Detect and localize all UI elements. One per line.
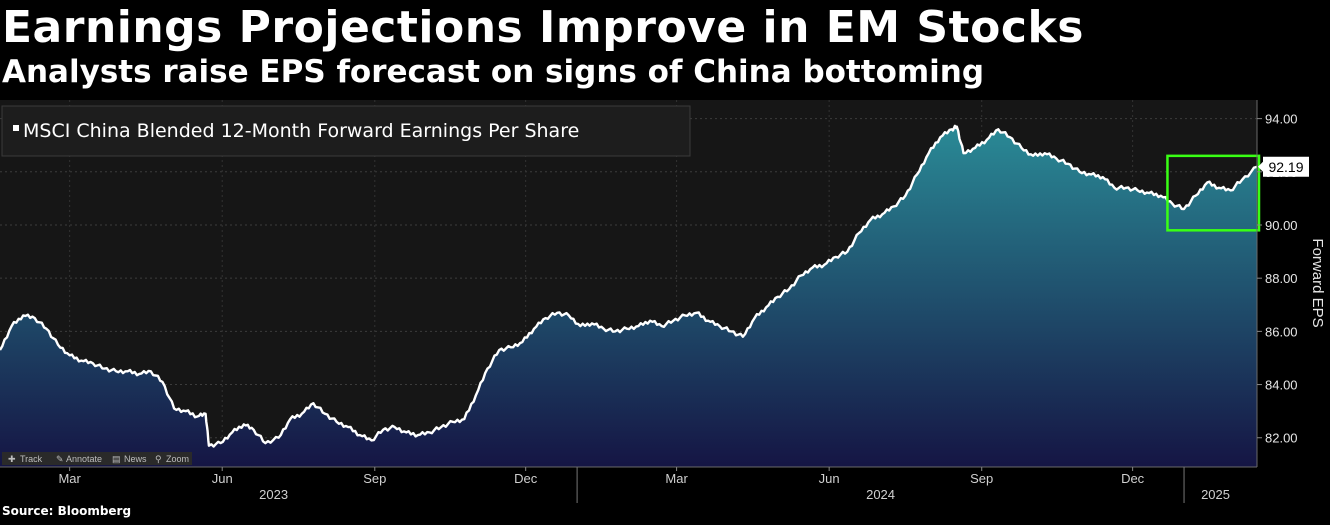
last-value-pointer bbox=[1258, 161, 1263, 172]
year-label: 2025 bbox=[1201, 487, 1230, 502]
year-label: 2024 bbox=[866, 487, 895, 502]
chart: MSCI China Blended 12-Month Forward Earn… bbox=[0, 100, 1326, 503]
highlight-box bbox=[1166, 154, 1261, 232]
chart-title: Earnings Projections Improve in EM Stock… bbox=[2, 2, 1084, 53]
x-tick-label: Dec bbox=[1121, 471, 1145, 486]
annotate-icon: ✎ bbox=[56, 454, 64, 464]
x-tick-label: Jun bbox=[819, 471, 840, 486]
legend-marker bbox=[13, 125, 19, 131]
x-tick-label: Jun bbox=[212, 471, 233, 486]
series-area bbox=[0, 125, 1257, 468]
year-label: 2023 bbox=[259, 487, 288, 502]
series-line bbox=[0, 124, 1258, 448]
toolbar-zoom-button[interactable]: Zoom bbox=[166, 454, 189, 464]
y-tick-label: 86.00 bbox=[1265, 324, 1298, 339]
last-value-box bbox=[1263, 156, 1309, 177]
y-tick-label: 82.00 bbox=[1265, 431, 1298, 446]
track-icon: ✚ bbox=[8, 454, 16, 464]
legend-label: MSCI China Blended 12-Month Forward Earn… bbox=[23, 120, 579, 142]
news-icon: ▤ bbox=[112, 454, 121, 464]
zoom-icon: ⚲ bbox=[155, 454, 162, 464]
chart-subtitle: Analysts raise EPS forecast on signs of … bbox=[2, 54, 985, 90]
x-axis: Mar Jun Sep Dec Mar Jun Sep Dec 2023 2024 2025 bbox=[0, 466, 1257, 503]
legend: MSCI China Blended 12-Month Forward Earn… bbox=[1, 105, 691, 157]
source-note: Source: Bloomberg bbox=[2, 504, 132, 518]
toolbar-box bbox=[2, 452, 192, 465]
toolbar-track-button[interactable]: Track bbox=[20, 454, 43, 464]
x-tick-label: Sep bbox=[970, 471, 993, 486]
last-value-label: 92.19 bbox=[1268, 159, 1303, 175]
y-axis-label: Forward EPS bbox=[1309, 238, 1326, 327]
x-tick-label: Mar bbox=[58, 471, 81, 486]
toolbar-annotate-button[interactable]: Annotate bbox=[66, 454, 102, 464]
x-tick-label: Mar bbox=[665, 471, 688, 486]
y-tick-label: 84.00 bbox=[1265, 378, 1298, 393]
y-tick-label: 88.00 bbox=[1265, 271, 1298, 286]
y-tick-label: 94.00 bbox=[1265, 112, 1298, 127]
toolbar-news-button[interactable]: News bbox=[124, 454, 147, 464]
x-tick-label: Dec bbox=[514, 471, 538, 486]
chart-toolbar[interactable]: Track Annotate News Zoom ✚ ✎ ▤ ⚲ bbox=[2, 452, 192, 465]
y-tick-label: 90.00 bbox=[1265, 218, 1298, 233]
x-tick-label: Sep bbox=[363, 471, 386, 486]
legend-box bbox=[1, 105, 691, 157]
last-value-marker: 92.19 bbox=[1258, 156, 1309, 177]
